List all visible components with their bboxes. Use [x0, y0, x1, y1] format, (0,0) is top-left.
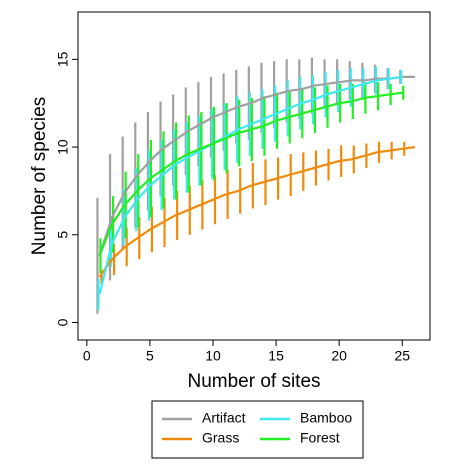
plot-frame [77, 11, 431, 341]
y-axis-label: Number of species [29, 97, 50, 255]
y-tick-label: 0 [55, 318, 71, 326]
legend-label: Grass [202, 430, 239, 446]
legend-label: Forest [300, 430, 340, 446]
x-tick-label: 25 [394, 348, 410, 364]
y-tick-label: 10 [55, 139, 71, 155]
x-tick-label: 15 [268, 348, 284, 364]
legend-box [151, 400, 364, 459]
x-tick-label: 20 [331, 348, 347, 364]
y-tick-label: 5 [55, 231, 71, 239]
legend-label: Artifact [202, 410, 246, 426]
series-line [98, 75, 403, 295]
series-line [98, 145, 416, 278]
x-tick-label: 5 [146, 348, 154, 364]
y-tick-label: 15 [55, 51, 71, 67]
series-line [98, 75, 415, 257]
x-axis-label: Number of sites [187, 371, 320, 392]
x-tick-label: 0 [83, 348, 91, 364]
x-tick-label: 10 [205, 348, 221, 364]
legend-label: Bamboo [300, 410, 352, 426]
series-line [98, 91, 403, 257]
